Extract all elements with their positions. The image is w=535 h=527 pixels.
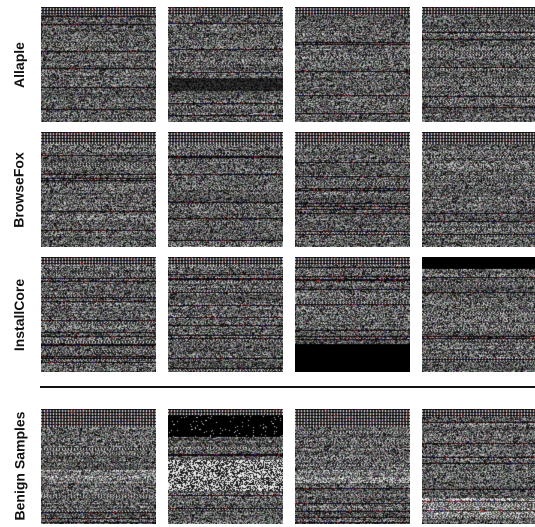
sample-image-browsefox-2 — [168, 132, 283, 247]
sample-image-benign-1 — [41, 409, 156, 524]
sample-image-installcore-4 — [422, 257, 535, 372]
sample-image-allaple-2 — [168, 7, 283, 122]
sample-image-benign-2 — [168, 409, 283, 524]
sample-image-installcore-3 — [295, 257, 410, 372]
sample-image-allaple-1 — [41, 7, 156, 122]
row-label-installcore: InstallCore — [0, 257, 38, 372]
sample-image-browsefox-3 — [295, 132, 410, 247]
row-label-text: Allaple — [11, 41, 27, 88]
sample-image-installcore-2 — [168, 257, 283, 372]
sample-image-allaple-4 — [422, 7, 535, 122]
row-label-browsefox: BrowseFox — [0, 132, 38, 247]
sample-image-browsefox-1 — [41, 132, 156, 247]
row-label-benign: Benign Samples — [0, 408, 38, 523]
sample-image-benign-3 — [295, 409, 410, 524]
sample-image-allaple-3 — [295, 7, 410, 122]
row-label-text: BrowseFox — [11, 151, 27, 228]
row-label-text: InstallCore — [11, 278, 28, 351]
section-divider — [40, 386, 535, 388]
row-label-text: Benign Samples — [11, 411, 28, 520]
sample-image-installcore-1 — [41, 257, 156, 372]
row-label-allaple: Allaple — [0, 7, 38, 122]
sample-image-browsefox-4 — [422, 132, 535, 247]
sample-image-benign-4 — [422, 409, 535, 524]
